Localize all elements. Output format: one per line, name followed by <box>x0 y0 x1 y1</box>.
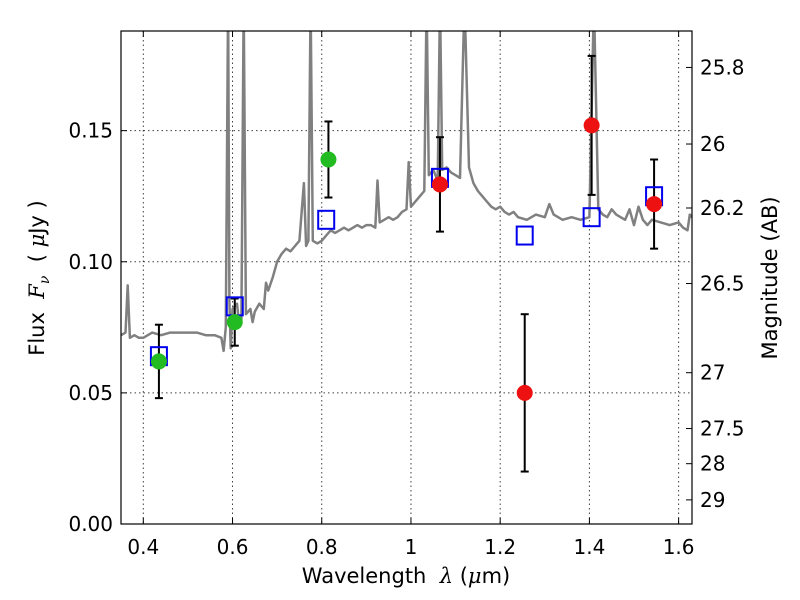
markers <box>149 117 664 401</box>
axes: 0.4 0.6 0.8 1 1.2 1.4 1.6 0.00 0.05 0.10 0.15 25.8 2… <box>68 31 745 559</box>
x-tick-label: 1.6 <box>663 535 695 559</box>
grid <box>121 31 692 525</box>
plot-area <box>121 31 692 353</box>
plot-frame <box>120 30 693 525</box>
y2-tick-label: 26.5 <box>700 272 745 296</box>
data-point-marker <box>431 176 448 193</box>
model-square-marker <box>515 225 534 246</box>
x-tick-label: 0.8 <box>306 535 338 559</box>
y-tick-label: 0.05 <box>68 381 113 405</box>
y2-tick-label: 29 <box>700 488 725 512</box>
data-point-marker <box>320 151 337 168</box>
y2-tick-label: 26 <box>700 132 725 156</box>
y2-tick-label: 27 <box>700 361 725 385</box>
data-point-marker <box>516 384 533 401</box>
y-tick-label: 0.10 <box>68 250 113 274</box>
data-point-marker <box>646 196 663 213</box>
y-tick-label: 0.00 <box>68 512 113 536</box>
data-point-marker <box>583 117 600 134</box>
y2-tick-label: 27.5 <box>700 417 745 441</box>
y2-tick-label: 25.8 <box>700 55 745 79</box>
model-spectrum-line <box>121 31 692 353</box>
y2-axis-title: Magnitude (AB) <box>758 196 782 359</box>
x-tick-label: 1.2 <box>484 535 516 559</box>
x-tick-label: 0.4 <box>127 535 159 559</box>
model-square-marker <box>317 209 336 230</box>
model-square-marker <box>582 207 601 228</box>
y-tick-label: 0.15 <box>68 119 113 143</box>
x-tick-label: 0.6 <box>217 535 249 559</box>
data-point-marker <box>150 353 167 370</box>
y-axis-title: Flux Fν ( μJy ) <box>25 200 53 355</box>
y2-tick-label: 28 <box>700 452 725 476</box>
data-point-marker <box>226 314 243 331</box>
y2-tick-label: 26.2 <box>700 196 745 220</box>
x-tick-label: 1.4 <box>573 535 605 559</box>
x-tick-label: 1 <box>405 535 418 559</box>
x-axis-title: Wavelength λ (μm) <box>302 564 510 588</box>
